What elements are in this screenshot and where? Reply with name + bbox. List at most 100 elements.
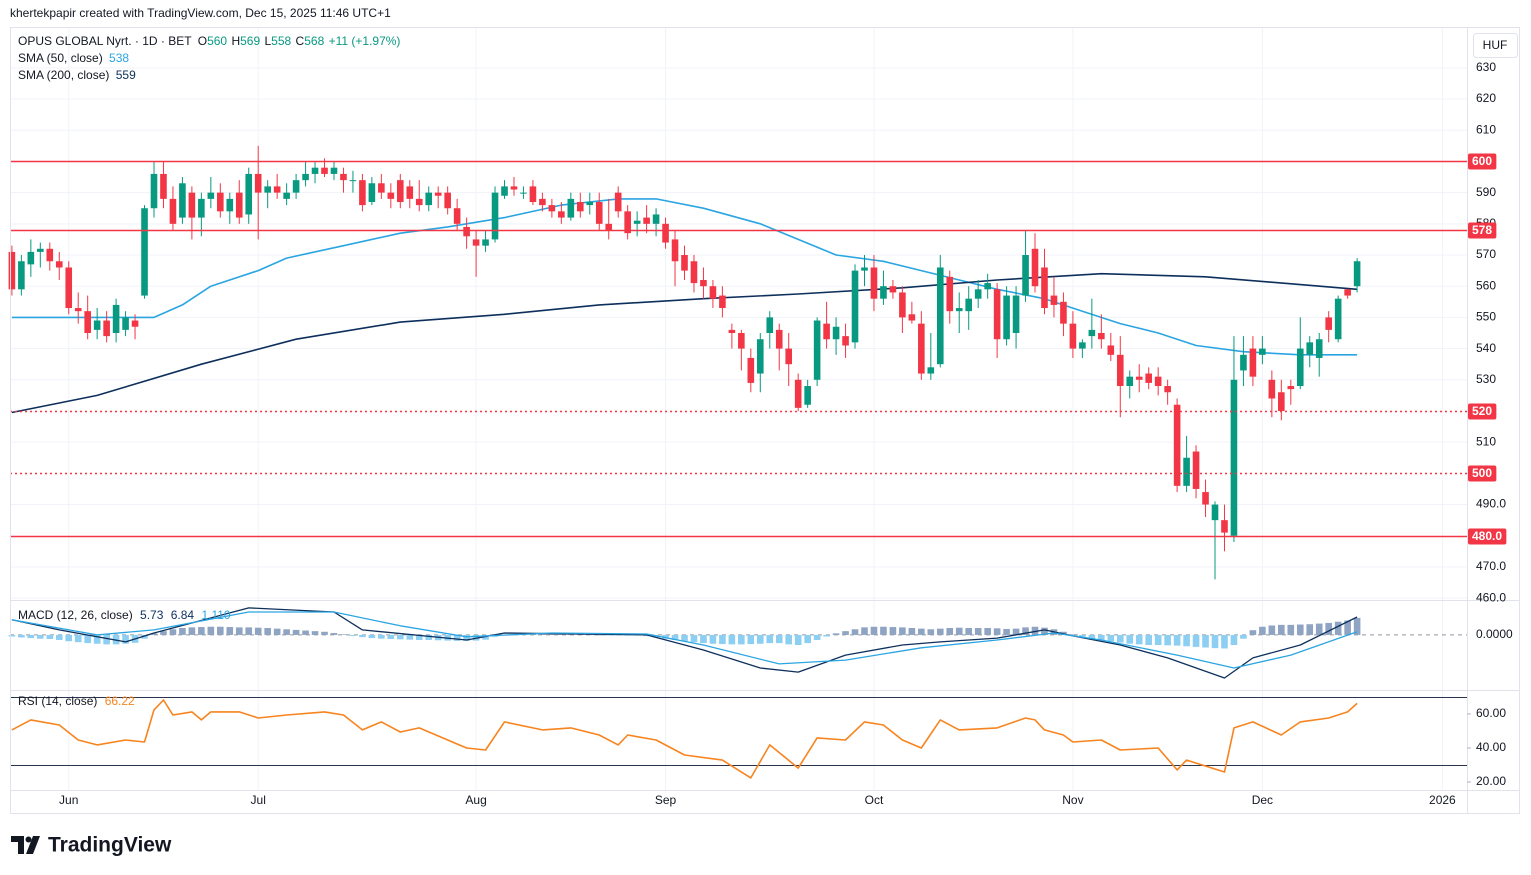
candle-body [662, 223, 669, 243]
macd-title: MACD (12, 26, close) [18, 608, 133, 622]
macd-histogram-bar [1344, 620, 1351, 635]
macd-histogram-bar [330, 633, 338, 635]
candle-body [756, 339, 764, 374]
candle-body [1079, 342, 1086, 349]
macd-histogram-bar [595, 634, 603, 636]
macd-histogram-bar [832, 633, 840, 635]
candle-body [690, 261, 698, 284]
candle-body [1268, 379, 1276, 399]
macd-histogram-bar [1154, 634, 1162, 645]
currency-label[interactable]: HUF [1483, 38, 1508, 52]
macd-histogram-bar [946, 628, 954, 635]
x-tick-label: Aug [465, 793, 486, 807]
macd-histogram-bar [1287, 624, 1295, 635]
candle-body [1088, 329, 1096, 337]
indicator-lines [11, 198, 1358, 414]
candle-body [908, 314, 916, 321]
logo-mark [11, 836, 24, 854]
candle-body [254, 173, 262, 193]
symbol-legend: OPUS GLOBAL Nyrt. · 1D · BET O560 H569 L… [18, 34, 400, 48]
candle-body [1183, 457, 1190, 486]
candle-body [709, 286, 717, 299]
candle-body [169, 198, 177, 224]
macd-histogram-bar [1164, 634, 1171, 646]
macd-line [11, 607, 1358, 679]
macd-histogram-bar [955, 627, 963, 635]
y-tick-label: 570 [1476, 247, 1496, 261]
sma-line [11, 272, 1358, 414]
macd-histogram-bar [823, 634, 830, 637]
macd-histogram-bar [340, 634, 347, 635]
candle-body [1098, 332, 1105, 340]
candle-body [1306, 342, 1314, 355]
macd-histogram-bar [690, 634, 698, 643]
currency-button[interactable] [1473, 33, 1518, 58]
candle-body [207, 192, 215, 199]
candle-body [984, 283, 991, 290]
macd-histogram-bar [425, 634, 433, 640]
macd-histogram-bar [813, 634, 821, 640]
x-tick-label: 2026 [1429, 793, 1456, 807]
rsi-value: 66.22 [105, 694, 135, 708]
candle-body [179, 183, 186, 218]
candle-body [1069, 323, 1077, 349]
candle-body [1154, 376, 1162, 387]
candle-body [1173, 404, 1181, 486]
macd-histogram-bar [1325, 622, 1332, 635]
macd-histogram-bar [198, 627, 205, 635]
macd-histogram-bar [387, 634, 395, 640]
candle-body [46, 248, 54, 262]
candle-body [785, 348, 793, 365]
x-tick-label: Oct [865, 793, 884, 807]
macd-histogram-bar [46, 634, 54, 640]
y-tick-label: 0.0000 [1476, 627, 1513, 641]
macd-histogram-bar [368, 634, 376, 639]
macd-histogram-bar [207, 626, 215, 635]
logo-mark [26, 836, 40, 854]
candle-body [1353, 261, 1361, 287]
macd-histogram-bar [1259, 626, 1266, 635]
levels [10, 160, 1467, 538]
candle-body [103, 320, 110, 337]
candle-body [700, 279, 707, 287]
candle-body [728, 329, 736, 333]
candle-body [520, 192, 527, 194]
y-tick-label: 510 [1476, 434, 1496, 448]
y-tick-label: 560 [1476, 278, 1496, 292]
candle-body [18, 261, 25, 290]
candle-body [226, 198, 234, 212]
macd-histogram-bar [482, 634, 489, 640]
macd-histogram-bar [719, 634, 726, 645]
candle-body [738, 332, 745, 349]
y-tick-label: 460.0 [1476, 590, 1506, 604]
x-tick-label: Jun [59, 793, 78, 807]
candle-body [1259, 348, 1266, 355]
macd-histogram-bar [756, 634, 764, 644]
candle-body [643, 217, 650, 224]
macd-histogram-bar [302, 630, 309, 635]
candle-body [1287, 386, 1295, 390]
macd-histogram-bar [870, 626, 878, 635]
macd-histogram-bar [728, 634, 736, 645]
macd-value: 1.110 [201, 608, 230, 622]
macd-histogram-bar [397, 634, 404, 640]
y-tick-label: 20.00 [1476, 774, 1506, 788]
candle-body [1249, 348, 1257, 377]
macd-histogram-bar [273, 628, 281, 635]
ohlc-letter: O [198, 34, 207, 48]
sma-name: SMA (50, close) [18, 51, 103, 65]
macd-histogram-bar [804, 634, 811, 644]
ohlc-value: 568 [304, 34, 324, 48]
x-tick-label: Sep [655, 793, 677, 807]
sma-name: SMA (200, close) [18, 68, 109, 82]
candle-body [292, 180, 300, 193]
macd-histogram-bar [1145, 634, 1152, 645]
macd-histogram-bar [1278, 624, 1285, 635]
candle-body [558, 211, 565, 218]
candle-body [870, 267, 878, 299]
candle-body [832, 326, 840, 340]
level-label: 600 [1472, 154, 1492, 168]
sma-legend: SMA (50, close) 538 [18, 51, 129, 65]
candle-body [1012, 295, 1020, 333]
level-label: 578 [1472, 223, 1492, 237]
